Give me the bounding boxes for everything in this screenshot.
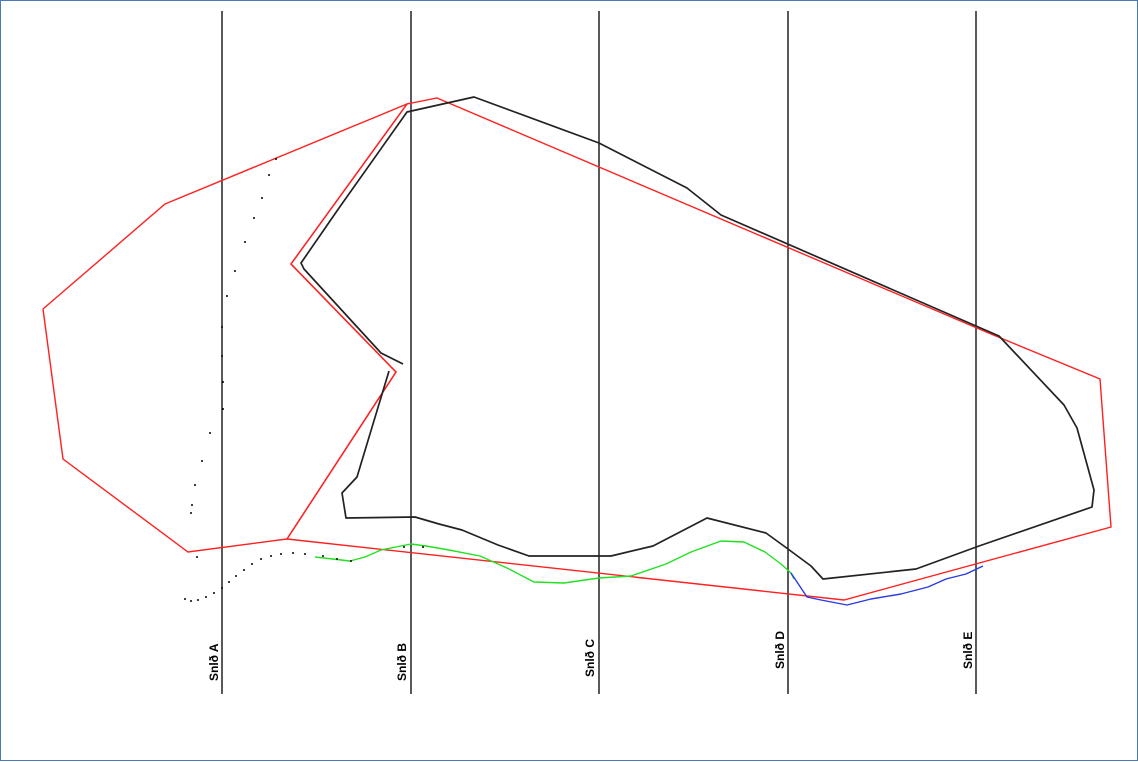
- dotted-curve-upper: [190, 158, 277, 514]
- section-label-d: Snlð D: [773, 631, 787, 669]
- section-label-e: Snlð E: [961, 632, 975, 669]
- blue-line: [790, 565, 984, 606]
- section-label-c: Snlð C: [583, 639, 597, 677]
- red-boundary-main: [285, 97, 1112, 601]
- black-boundary: [300, 96, 1095, 580]
- green-line: [314, 540, 795, 584]
- dotted-curve-lower: [184, 546, 424, 602]
- section-label-b: Snlð B: [395, 643, 409, 681]
- section-label-a: Snlð A: [207, 643, 221, 681]
